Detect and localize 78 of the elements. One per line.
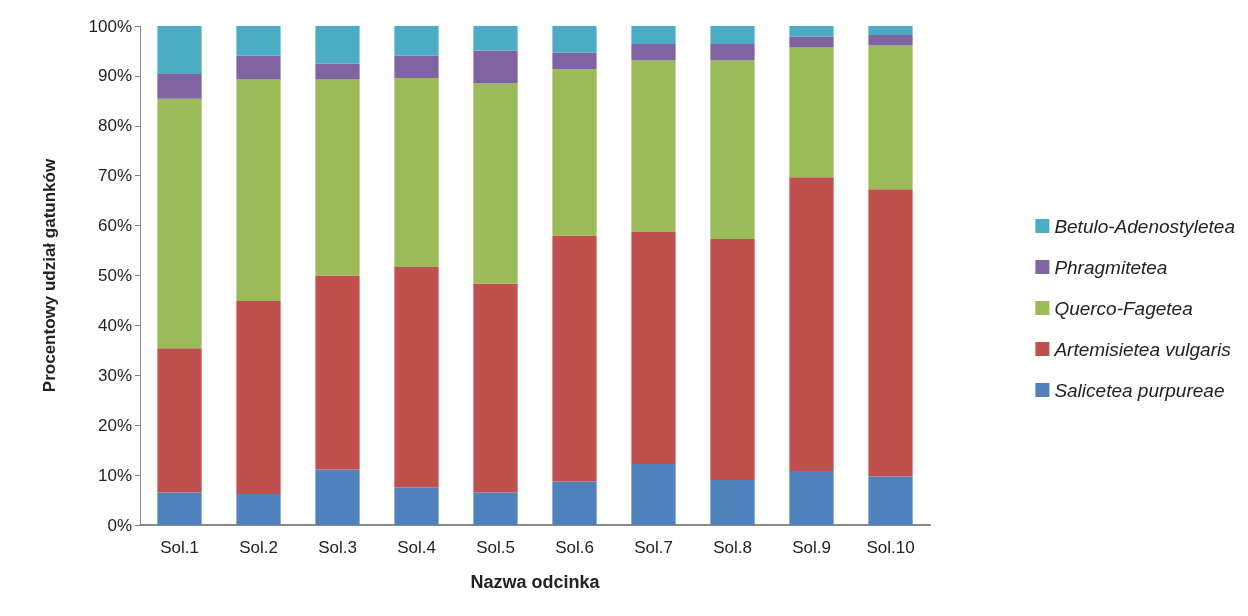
y-tick-label: 100% bbox=[88, 16, 132, 36]
x-tick-label: Sol.8 bbox=[713, 538, 752, 557]
x-axis-title: Nazwa odcinka bbox=[470, 572, 601, 592]
x-tick-label: Sol.10 bbox=[866, 538, 915, 557]
bar bbox=[552, 481, 597, 525]
bar bbox=[315, 79, 360, 276]
bar bbox=[473, 50, 518, 83]
bar bbox=[394, 26, 439, 56]
y-tick-label: 40% bbox=[97, 315, 132, 335]
x-tick-label: Sol.5 bbox=[476, 538, 515, 557]
bar bbox=[868, 34, 913, 46]
bar bbox=[631, 43, 676, 61]
y-axis-title: Procentowy udział gatunków bbox=[40, 158, 59, 393]
legend-label: Querco-Fagetea bbox=[1054, 297, 1193, 319]
bar bbox=[157, 98, 202, 349]
bar bbox=[473, 492, 518, 525]
bar bbox=[710, 43, 755, 61]
bar bbox=[394, 267, 439, 488]
y-tick-label: 10% bbox=[97, 465, 132, 485]
bar bbox=[631, 232, 676, 465]
bar bbox=[236, 494, 281, 525]
legend-label: Phragmitetea bbox=[1054, 256, 1168, 278]
bar bbox=[552, 26, 597, 53]
bar bbox=[394, 487, 439, 525]
y-tick-label: 80% bbox=[97, 116, 132, 136]
y-tick-label: 0% bbox=[107, 515, 132, 535]
legend-label: Salicetea purpureae bbox=[1054, 379, 1225, 401]
legend-label: Artemisietea vulgaris bbox=[1053, 338, 1232, 360]
bar bbox=[710, 26, 755, 44]
bar bbox=[157, 492, 202, 525]
bar bbox=[789, 36, 834, 48]
bar bbox=[789, 177, 834, 472]
bar bbox=[157, 348, 202, 493]
y-tick-label: 30% bbox=[97, 365, 132, 385]
bar bbox=[789, 471, 834, 525]
y-tick-label: 60% bbox=[97, 216, 132, 236]
x-tick-label: Sol.9 bbox=[792, 538, 831, 557]
bar bbox=[868, 26, 913, 35]
bar bbox=[315, 275, 360, 470]
bar bbox=[236, 26, 281, 56]
bar bbox=[157, 73, 202, 99]
bar bbox=[473, 283, 518, 493]
x-tick-label: Sol.2 bbox=[239, 538, 278, 557]
bar bbox=[473, 82, 518, 284]
y-tick-label: 20% bbox=[97, 415, 132, 435]
x-tick-label: Sol.6 bbox=[555, 538, 594, 557]
bar bbox=[473, 26, 518, 51]
bar bbox=[236, 55, 281, 80]
bar bbox=[710, 480, 755, 525]
x-tick-label: Sol.7 bbox=[634, 538, 673, 557]
bar bbox=[789, 47, 834, 178]
bar bbox=[710, 60, 755, 240]
bar bbox=[394, 77, 439, 268]
bar bbox=[157, 26, 202, 74]
bar bbox=[631, 26, 676, 44]
bar bbox=[868, 476, 913, 525]
bar bbox=[710, 239, 755, 481]
bar bbox=[631, 464, 676, 525]
bar bbox=[236, 300, 281, 495]
bar bbox=[552, 52, 597, 69]
bar bbox=[868, 45, 913, 190]
x-tick-label: Sol.3 bbox=[318, 538, 357, 557]
bar bbox=[236, 79, 281, 301]
x-tick-label: Sol.1 bbox=[160, 538, 199, 557]
y-tick-label: 70% bbox=[97, 166, 132, 186]
bar bbox=[552, 235, 597, 482]
bar bbox=[789, 26, 834, 37]
bar bbox=[315, 469, 360, 525]
bar bbox=[631, 60, 676, 233]
bar bbox=[315, 26, 360, 64]
bar bbox=[315, 63, 360, 80]
y-tick-label: 90% bbox=[97, 66, 132, 86]
bar bbox=[868, 189, 913, 477]
y-tick-label: 50% bbox=[97, 266, 132, 285]
legend-label: Betulo-Adenostyletea bbox=[1054, 215, 1235, 237]
bar bbox=[552, 68, 597, 236]
bar bbox=[394, 55, 439, 78]
x-tick-label: Sol.4 bbox=[397, 538, 436, 557]
